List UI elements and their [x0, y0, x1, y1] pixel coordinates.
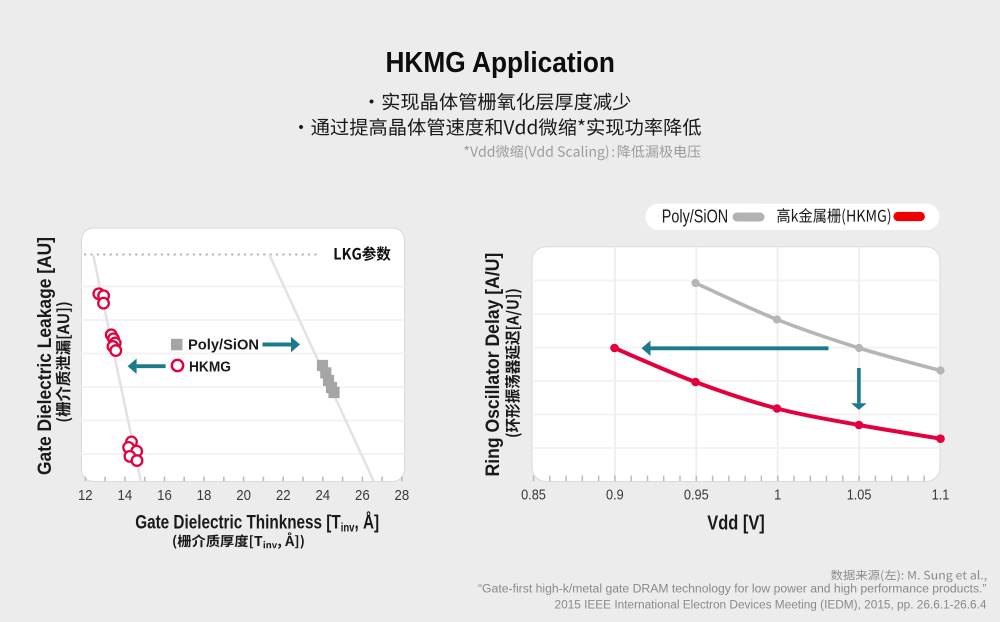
svg-text:24: 24: [315, 487, 330, 504]
svg-text:26: 26: [355, 487, 370, 504]
svg-text:16: 16: [157, 487, 172, 504]
svg-text:Ring Oscillator Delay [A/U]: Ring Oscillator Delay [A/U]: [481, 253, 503, 477]
svg-text:18: 18: [197, 487, 212, 504]
svg-text:“Gate-first high-k/metal gate: “Gate-first high-k/metal gate DRAM techn…: [478, 584, 987, 596]
svg-text:0.95: 0.95: [684, 487, 709, 503]
svg-text:1.05: 1.05: [847, 487, 872, 503]
svg-text:0.85: 0.85: [521, 487, 546, 503]
svg-text:1: 1: [774, 487, 781, 503]
svg-text:Poly/SiON: Poly/SiON: [662, 207, 728, 227]
svg-text:HKMG: HKMG: [189, 360, 231, 376]
svg-text:14: 14: [118, 487, 133, 504]
svg-text:HKMG Application: HKMG Application: [385, 47, 615, 79]
svg-text:Vdd [V]: Vdd [V]: [707, 512, 765, 534]
svg-text:22: 22: [276, 487, 291, 504]
svg-text:Gate Dielectric Leakage [AU]: Gate Dielectric Leakage [AU]: [34, 237, 55, 475]
svg-text:1.1: 1.1: [932, 487, 950, 503]
svg-text:Gate Dielectric Thinkness [Tin: Gate Dielectric Thinkness [Tinv, Å]: [135, 511, 379, 535]
svg-text:20: 20: [236, 487, 251, 504]
svg-text:Poly/SiON: Poly/SiON: [188, 338, 259, 354]
svg-text:28: 28: [395, 487, 410, 504]
svg-text:0.9: 0.9: [606, 487, 624, 503]
svg-text:12: 12: [78, 487, 93, 504]
svg-text:2015 IEEE International Electr: 2015 IEEE International Electron Devices…: [555, 599, 988, 611]
